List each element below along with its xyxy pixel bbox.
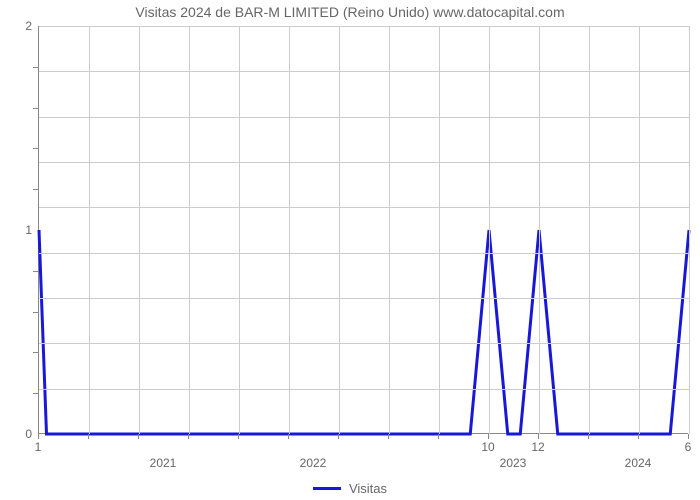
grid-horizontal xyxy=(39,207,689,208)
x-tickmark xyxy=(438,434,439,439)
grid-vertical xyxy=(639,26,640,434)
x-year-label: 2024 xyxy=(625,456,652,470)
x-tickmark xyxy=(38,434,39,439)
x-tick-label: 10 xyxy=(481,440,494,454)
grid-vertical xyxy=(139,26,140,434)
chart-title: Visitas 2024 de BAR-M LIMITED (Reino Uni… xyxy=(0,4,700,20)
grid-vertical xyxy=(289,26,290,434)
x-tickmark xyxy=(488,434,489,439)
x-tickmark xyxy=(188,434,189,439)
grid-vertical xyxy=(689,26,690,434)
x-tick-label: 1 xyxy=(35,440,42,454)
y-minor-tick xyxy=(33,189,38,190)
x-tickmark xyxy=(88,434,89,439)
grid-vertical xyxy=(239,26,240,434)
x-tick-label: 12 xyxy=(531,440,544,454)
x-tickmark xyxy=(388,434,389,439)
grid-vertical xyxy=(489,26,490,434)
x-tickmark xyxy=(138,434,139,439)
x-tickmark xyxy=(638,434,639,439)
y-minor-tick xyxy=(33,271,38,272)
grid-vertical xyxy=(439,26,440,434)
y-minor-tick xyxy=(33,393,38,394)
grid-vertical xyxy=(339,26,340,434)
x-year-label: 2021 xyxy=(150,456,177,470)
x-tickmark xyxy=(238,434,239,439)
y-tick-label: 0 xyxy=(14,427,32,441)
x-tick-label: 6 xyxy=(685,440,692,454)
y-minor-tick xyxy=(33,312,38,313)
grid-horizontal xyxy=(39,389,689,390)
visitas-series-polyline xyxy=(39,230,689,434)
chart-container: Visitas 2024 de BAR-M LIMITED (Reino Uni… xyxy=(0,0,700,500)
y-minor-tick xyxy=(33,108,38,109)
x-tickmark xyxy=(338,434,339,439)
y-tick-label: 1 xyxy=(14,223,32,237)
grid-horizontal xyxy=(39,162,689,163)
grid-vertical xyxy=(89,26,90,434)
y-minor-tick xyxy=(33,352,38,353)
visitas-line xyxy=(39,26,689,434)
grid-vertical xyxy=(189,26,190,434)
plot-area xyxy=(38,26,688,434)
legend-label: Visitas xyxy=(349,481,387,496)
grid-vertical xyxy=(539,26,540,434)
grid-horizontal xyxy=(39,117,689,118)
x-year-label: 2023 xyxy=(500,456,527,470)
y-tick-label: 2 xyxy=(14,19,32,33)
x-tickmark xyxy=(588,434,589,439)
grid-horizontal xyxy=(39,298,689,299)
x-year-label: 2022 xyxy=(300,456,327,470)
y-minor-tick xyxy=(33,67,38,68)
legend: Visitas xyxy=(0,481,700,496)
grid-vertical xyxy=(389,26,390,434)
x-tickmark xyxy=(288,434,289,439)
grid-horizontal xyxy=(39,71,689,72)
legend-swatch xyxy=(313,487,341,490)
grid-horizontal xyxy=(39,343,689,344)
grid-horizontal xyxy=(39,26,689,27)
x-tickmark xyxy=(688,434,689,439)
grid-horizontal xyxy=(39,253,689,254)
y-minor-tick xyxy=(33,148,38,149)
grid-vertical xyxy=(589,26,590,434)
x-tickmark xyxy=(538,434,539,439)
